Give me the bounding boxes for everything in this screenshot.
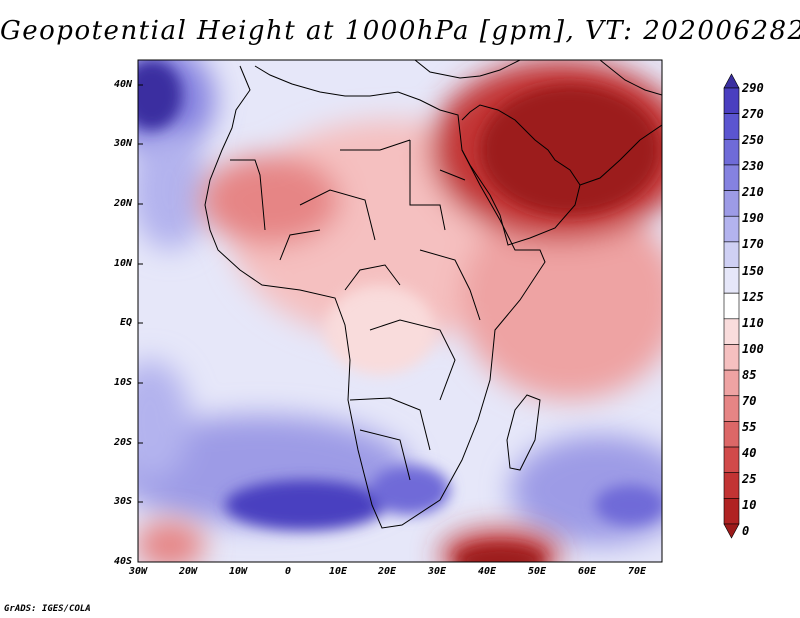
colorbar-swatch — [723, 87, 740, 114]
colorbar-swatch — [723, 472, 740, 499]
middle-east-low-core — [480, 85, 660, 215]
colorbar-swatch — [723, 215, 740, 243]
lat-label-10s: 10S — [113, 377, 132, 388]
colorbar-swatch — [723, 292, 740, 320]
colorbar-label-150: 150 — [742, 264, 764, 278]
lat-label-30n: 30N — [113, 138, 132, 149]
height-field — [138, 60, 662, 562]
plot-frame — [137, 59, 663, 563]
lon-label-60e: 60E — [577, 566, 597, 577]
colorbar-swatch — [723, 523, 740, 539]
colorbar-label-190: 190 — [742, 211, 764, 225]
lon-label-0: 0 — [284, 566, 292, 577]
colorbar-label-125: 125 — [742, 290, 764, 304]
lat-label-eq: EQ — [119, 317, 132, 328]
atlantic-blue-tongue — [138, 130, 210, 250]
colorbar-label-110: 110 — [742, 316, 764, 330]
south-atlantic-edge — [138, 360, 190, 480]
lat-label-10n: 10N — [113, 258, 132, 269]
southwest-low — [138, 520, 205, 562]
colorbar-label-250: 250 — [742, 133, 764, 147]
colorbar-swatch — [723, 498, 740, 525]
lon-label-30w: 30W — [128, 566, 148, 577]
colorbar-swatch — [723, 446, 740, 474]
colorbar-label-100: 100 — [742, 342, 764, 356]
colorbar-swatch — [723, 369, 740, 397]
colorbar-swatch — [723, 73, 740, 89]
colorbar-swatch — [723, 421, 740, 448]
indian-ocean-high-core — [595, 485, 662, 525]
colorbar-label-170: 170 — [742, 237, 764, 251]
south-atlantic-high-core — [225, 480, 385, 530]
lon-label-30e: 30E — [427, 566, 447, 577]
coastlines — [204, 60, 662, 529]
colorbar-swatch — [723, 395, 740, 422]
footer-credit: GrADS: IGES/COLA — [4, 604, 91, 614]
lat-label-20n: 20N — [113, 198, 132, 209]
lon-label-20w: 20W — [178, 566, 198, 577]
south-africa-high — [370, 465, 450, 515]
colorbar-swatch — [723, 190, 740, 217]
colorbar-swatch — [723, 138, 740, 166]
azores-high-core — [138, 60, 182, 130]
southern-low-core — [455, 545, 545, 562]
colorbar-swatch — [723, 267, 740, 294]
axis-ticks — [138, 84, 143, 503]
colorbar-label-10: 10 — [742, 498, 757, 512]
colorbar-label-25: 25 — [742, 472, 757, 486]
colorbar-swatch — [723, 318, 740, 345]
colorbar-label-0: 0 — [742, 524, 750, 538]
colorbar-label-85: 85 — [742, 368, 757, 382]
colorbar-label-210: 210 — [742, 185, 764, 199]
lon-label-50e: 50E — [527, 566, 547, 577]
colorbar-swatch — [723, 113, 740, 140]
lat-label-20s: 20S — [113, 437, 132, 448]
colorbar-label-270: 270 — [742, 107, 764, 121]
congo-light — [325, 285, 435, 375]
lon-label-10w: 10W — [228, 566, 248, 577]
colorbar-label-230: 230 — [742, 159, 764, 173]
lon-label-20e: 20E — [377, 566, 397, 577]
colorbar-swatch — [723, 164, 740, 191]
colorbar-label-40: 40 — [742, 446, 757, 460]
colorbar-swatch — [723, 241, 740, 268]
lat-label-30s: 30S — [113, 496, 132, 507]
colorbar — [723, 73, 740, 539]
lon-label-70e: 70E — [627, 566, 647, 577]
arabian-sea-field — [460, 200, 662, 400]
lat-label-40s: 40S — [113, 556, 132, 567]
sahara-low-west — [200, 155, 340, 245]
colorbar-label-70: 70 — [742, 394, 757, 408]
chart-title: Geopotential Height at 1000hPa [gpm], VT… — [0, 16, 800, 46]
colorbar-label-290: 290 — [742, 81, 764, 95]
colorbar-swatch — [723, 344, 740, 371]
lat-label-40n: 40N — [113, 79, 132, 90]
colorbar-label-55: 55 — [742, 420, 757, 434]
lon-label-40e: 40E — [477, 566, 497, 577]
indian-ocean-high-outer — [510, 435, 662, 545]
lon-label-10e: 10E — [328, 566, 348, 577]
